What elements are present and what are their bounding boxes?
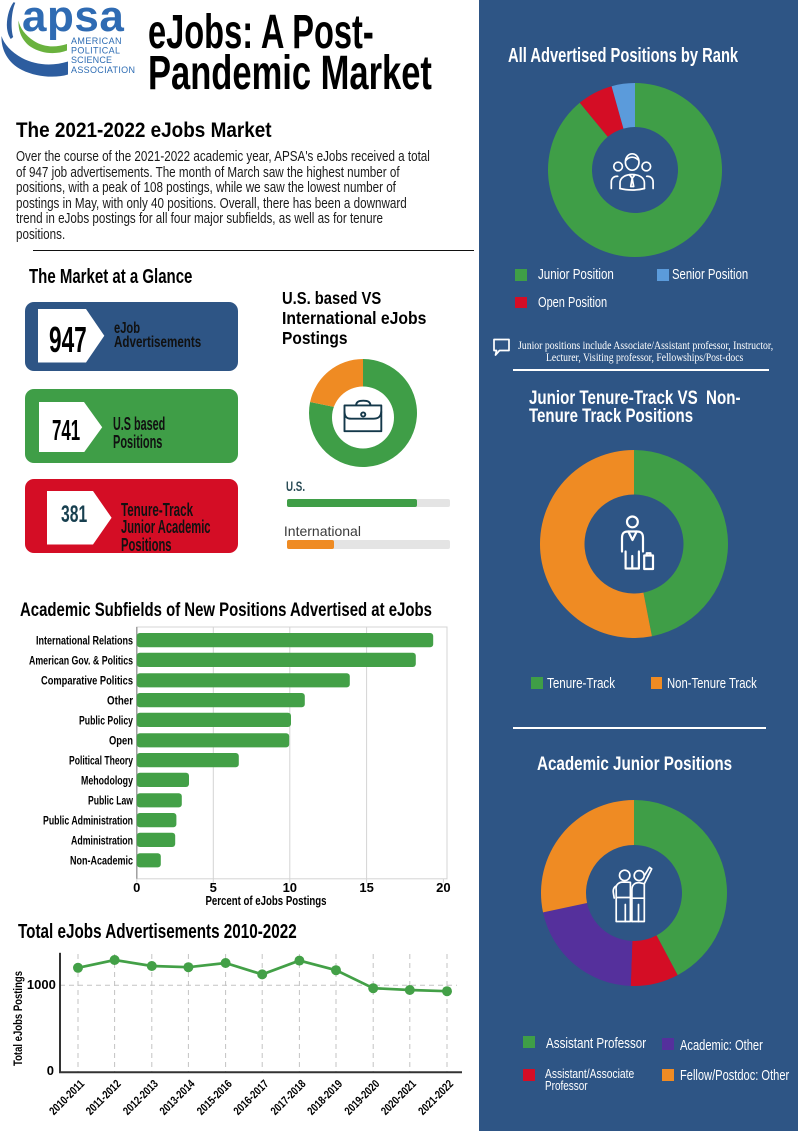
svg-text:Open: Open: [109, 734, 133, 748]
svg-text:2016-2017: 2016-2017: [232, 1078, 272, 1118]
svg-text:Public Administration: Public Administration: [43, 814, 133, 828]
svg-text:SCIENCE: SCIENCE: [71, 55, 112, 65]
svg-text:International Relations: International Relations: [36, 634, 133, 648]
svg-text:Total eJobs Postings: Total eJobs Postings: [11, 971, 25, 1066]
svg-text:2020-2021: 2020-2021: [379, 1078, 419, 1118]
svg-text:2011-2012: 2011-2012: [84, 1078, 124, 1118]
svg-text:1000: 1000: [27, 977, 56, 992]
svg-text:apsa: apsa: [22, 0, 124, 41]
svg-text:20: 20: [436, 880, 450, 895]
svg-text:10: 10: [283, 880, 297, 895]
svg-text:2018-2019: 2018-2019: [306, 1078, 346, 1118]
svg-text:15: 15: [359, 880, 373, 895]
svg-text:5: 5: [210, 880, 217, 895]
svg-text:2010-2011: 2010-2011: [48, 1078, 88, 1118]
svg-text:AMERICAN: AMERICAN: [71, 36, 122, 46]
svg-text:Comparative Politics: Comparative Politics: [41, 674, 133, 688]
svg-text:Other: Other: [107, 694, 133, 708]
svg-text:Public Policy: Public Policy: [79, 713, 133, 727]
svg-text:2012-2013: 2012-2013: [121, 1078, 161, 1118]
svg-text:POLITICAL: POLITICAL: [71, 46, 120, 56]
svg-text:0: 0: [47, 1063, 54, 1078]
svg-text:2013-2014: 2013-2014: [158, 1078, 198, 1118]
svg-text:Administration: Administration: [71, 833, 133, 847]
svg-text:2019-2020: 2019-2020: [343, 1078, 383, 1118]
svg-text:American Gov. & Politics: American Gov. & Politics: [29, 653, 133, 667]
svg-text:Political Theory: Political Theory: [69, 754, 133, 768]
svg-text:2021-2022: 2021-2022: [417, 1078, 457, 1118]
svg-text:ASSOCIATION: ASSOCIATION: [71, 65, 135, 75]
svg-text:2015-2016: 2015-2016: [195, 1078, 235, 1118]
svg-text:Non-Academic: Non-Academic: [70, 854, 133, 868]
svg-text:2017-2018: 2017-2018: [269, 1078, 309, 1118]
svg-text:Percent of eJobs Postings: Percent of eJobs Postings: [206, 894, 327, 908]
svg-text:Mehodology: Mehodology: [81, 773, 133, 787]
svg-text:0: 0: [133, 880, 140, 895]
svg-text:Public Law: Public Law: [88, 794, 133, 808]
